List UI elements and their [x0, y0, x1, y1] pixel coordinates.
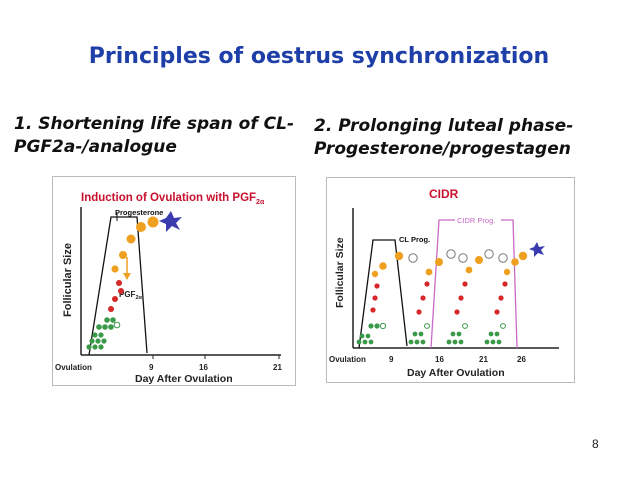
fig2-cidr-label-bg	[455, 215, 501, 225]
cidr-figure: CIDR Follicular Size CIDR Prog. CL Prog.	[326, 177, 575, 383]
fig2-tick-ovulation: Ovulation	[329, 355, 366, 364]
fig2-tick-16: 16	[435, 355, 444, 364]
fig1-tick-16: 16	[199, 363, 208, 372]
pgf-induction-diagram: Induction of Ovulation with PGF2α Follic…	[53, 177, 295, 385]
cidr-diagram: CIDR Follicular Size CIDR Prog. CL Prog.	[327, 178, 574, 382]
fig1-pgf-label: PGF2α	[119, 290, 143, 301]
fig1-progesterone-curve	[88, 216, 148, 356]
fig2-tick-21: 21	[479, 355, 488, 364]
fig1-tick-ovulation: Ovulation	[55, 363, 92, 372]
fig2-xlabel: Day After Ovulation	[407, 367, 505, 379]
point-1: 1. Shortening life span of CL- PGF2a-/an…	[14, 113, 304, 159]
point-2-line-1: 2. Prolonging luteal phase-	[314, 116, 574, 136]
fig1-pgf-arrowhead	[123, 273, 131, 280]
slide-title: Principles of oestrus synchronization	[88, 44, 550, 69]
point-2: 2. Prolonging luteal phase- Progesterone…	[314, 115, 624, 161]
fig1-progesterone-label: Progesterone	[115, 208, 163, 217]
fig1-follicles	[86, 216, 159, 350]
fig2-cl-prog-curve	[358, 239, 408, 349]
fig1-ovulation-star-icon	[159, 211, 182, 232]
page-number: 8	[592, 437, 599, 451]
fig1-xlabel: Day After Ovulation	[135, 373, 233, 385]
fig1-title: Induction of Ovulation with PGF2α	[81, 192, 265, 206]
pgf-induction-figure: Induction of Ovulation with PGF2α Follic…	[52, 176, 296, 386]
fig2-cl-prog-label: CL Prog.	[399, 235, 430, 244]
fig1-tick-9: 9	[149, 363, 154, 372]
point-1-line-2: PGF2a-/analogue	[14, 137, 177, 157]
point-1-line-1: 1. Shortening life span of CL-	[14, 114, 295, 134]
fig2-tick-9: 9	[389, 355, 394, 364]
fig2-follicle-waves	[356, 249, 528, 345]
fig1-tick-21: 21	[273, 363, 282, 372]
fig2-title: CIDR	[429, 187, 459, 201]
fig2-ylabel: Follicular Size	[334, 237, 346, 308]
fig2-cidr-prog-label: CIDR Prog.	[457, 216, 495, 225]
fig2-tick-26: 26	[517, 355, 526, 364]
point-2-line-2: Progesterone/progestagen	[314, 139, 571, 159]
fig2-ovulation-star-icon	[529, 242, 545, 257]
fig1-ylabel: Follicular Size	[62, 243, 74, 317]
